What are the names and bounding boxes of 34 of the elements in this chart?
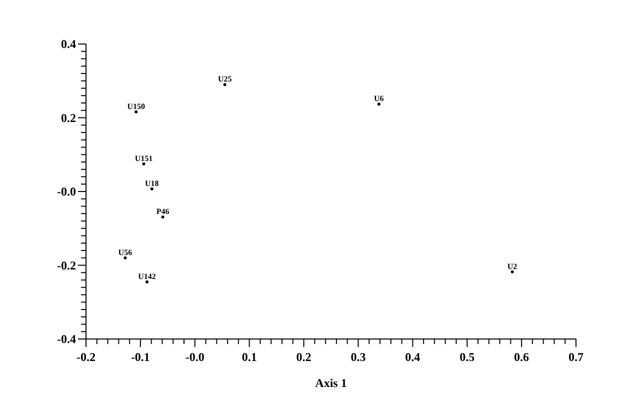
data-label: U151 [134,154,153,163]
y-tick-label: -0.4 [57,332,76,346]
point [510,270,514,274]
x-tick-label: 0.7 [568,350,584,364]
data-label: U18 [144,178,159,188]
x-tick-label: -0.2 [76,350,96,364]
x-tick-label: 0.2 [296,350,312,364]
data-label: P46 [156,206,170,216]
data-label: U150 [127,102,145,111]
data-label: U2 [507,262,518,271]
y-tick-label: 0.2 [61,110,76,125]
data-label: U56 [118,248,132,257]
data-label: U6 [374,94,384,104]
data-label: U25 [218,74,232,84]
y-tick-label: -0.2 [57,258,76,272]
x-tick-label: 0.3 [350,350,366,364]
x-tick-label: 0.6 [514,350,530,364]
x-axis-title: Axis 1 [315,376,347,390]
point [134,110,138,114]
y-tick-label: -0.0 [57,184,76,198]
x-tick-label: -0.0 [185,350,204,364]
x-tick-label: 0.1 [242,350,257,364]
data-label: U142 [138,272,156,281]
x-tick-label: 0.5 [460,350,475,364]
point [377,102,380,106]
point [145,280,148,284]
y-tick-label: 0.4 [61,37,76,51]
point [142,162,146,166]
point [150,187,154,190]
point [161,215,164,218]
point [124,256,127,260]
point [223,83,226,86]
x-tick-label: -0.1 [130,350,150,364]
x-tick-label: 0.4 [405,350,420,364]
